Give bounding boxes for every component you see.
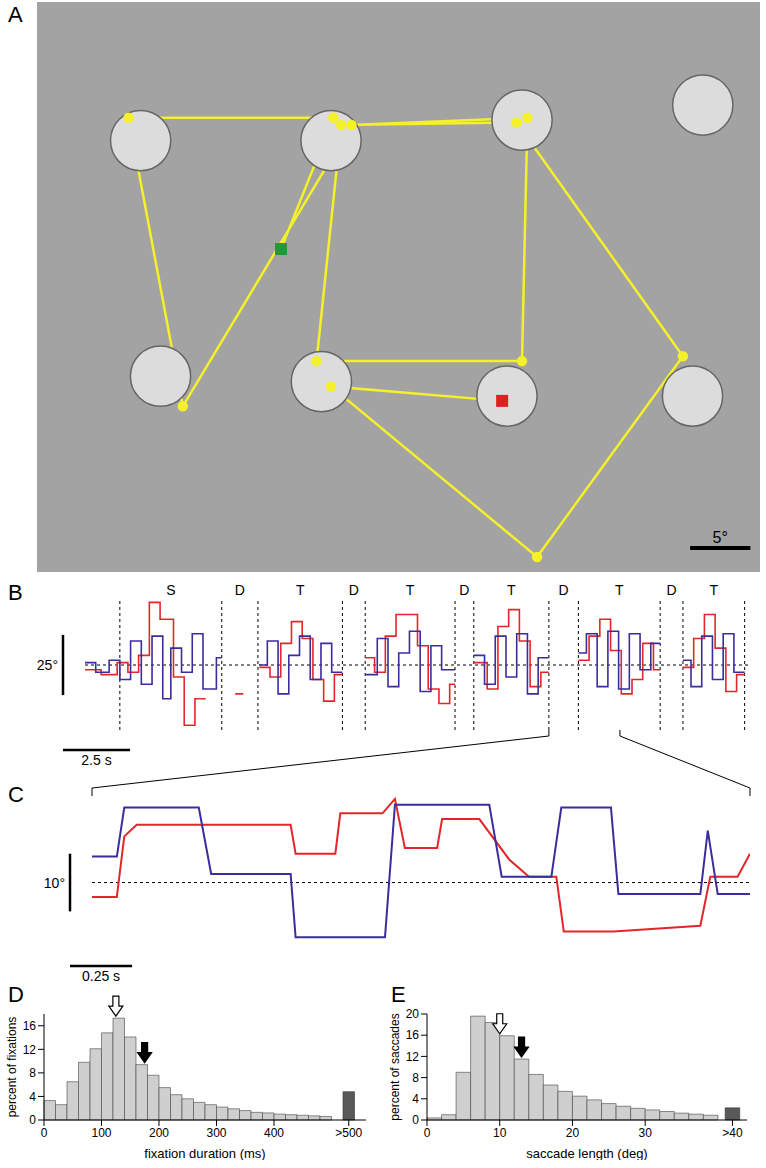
svg-text:300: 300 xyxy=(206,1126,226,1140)
svg-text:saccade length (deg): saccade length (deg) xyxy=(526,1146,647,1160)
svg-text:400: 400 xyxy=(264,1126,284,1140)
svg-text:16: 16 xyxy=(23,1019,37,1033)
svg-text:percent of saccades: percent of saccades xyxy=(388,1013,402,1120)
html-text:E: E xyxy=(391,982,406,1007)
svg-text:16: 16 xyxy=(406,1028,420,1042)
svg-text:D: D xyxy=(459,582,469,598)
svg-text:200: 200 xyxy=(149,1126,169,1140)
svg-text:2.5 s: 2.5 s xyxy=(81,752,111,768)
svg-text:T: T xyxy=(710,582,719,598)
svg-text:S: S xyxy=(166,582,175,598)
svg-text:0.25 s: 0.25 s xyxy=(82,968,120,984)
svg-text:T: T xyxy=(296,582,305,598)
svg-text:8: 8 xyxy=(412,1071,419,1085)
svg-text:4: 4 xyxy=(412,1092,419,1106)
svg-text:D: D xyxy=(349,582,359,598)
svg-text:T: T xyxy=(406,582,415,598)
svg-text:0: 0 xyxy=(424,1126,431,1140)
svg-text:fixation duration (ms): fixation duration (ms) xyxy=(144,1146,265,1160)
svg-text:5°: 5° xyxy=(713,529,728,546)
svg-text:0: 0 xyxy=(41,1126,48,1140)
svg-text:D: D xyxy=(667,582,677,598)
svg-text:20: 20 xyxy=(406,1007,420,1021)
html-text:D: D xyxy=(8,982,24,1007)
svg-text:>40: >40 xyxy=(722,1126,743,1140)
svg-text:20: 20 xyxy=(566,1126,580,1140)
svg-text:T: T xyxy=(507,582,516,598)
svg-text:D: D xyxy=(235,582,245,598)
svg-text:0: 0 xyxy=(29,1113,36,1127)
svg-text:D: D xyxy=(559,582,569,598)
svg-text:0: 0 xyxy=(412,1113,419,1127)
html-text:C: C xyxy=(8,782,24,807)
svg-text:8: 8 xyxy=(29,1066,36,1080)
svg-text:>500: >500 xyxy=(335,1126,362,1140)
svg-text:T: T xyxy=(615,582,624,598)
html-text:A: A xyxy=(8,2,23,27)
svg-text:25°: 25° xyxy=(37,657,58,673)
svg-text:10: 10 xyxy=(493,1126,507,1140)
svg-text:12: 12 xyxy=(406,1050,420,1064)
svg-text:12: 12 xyxy=(23,1043,37,1057)
html-text:B: B xyxy=(8,580,23,605)
svg-text:percent of fixations: percent of fixations xyxy=(5,1017,19,1118)
svg-text:4: 4 xyxy=(29,1090,36,1104)
svg-text:100: 100 xyxy=(91,1126,111,1140)
svg-text:10°: 10° xyxy=(44,875,65,891)
svg-text:30: 30 xyxy=(639,1126,653,1140)
